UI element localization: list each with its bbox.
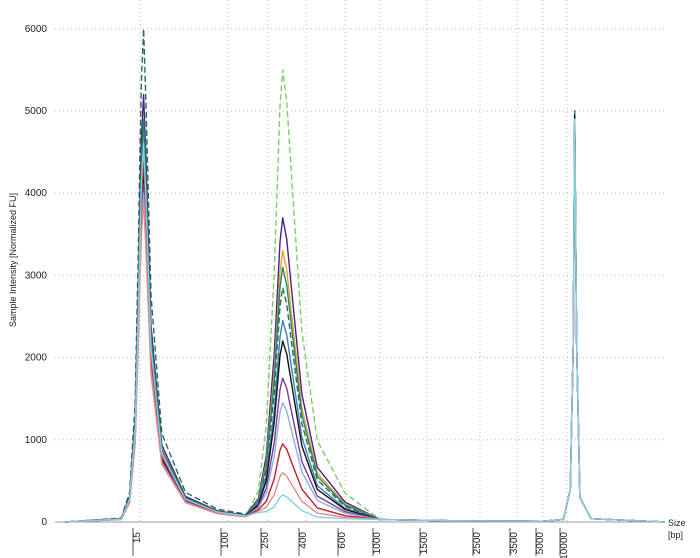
y-tick-label: 5000 bbox=[25, 106, 48, 117]
x-tick-label: 3500 bbox=[509, 532, 520, 555]
y-tick-label: 6000 bbox=[25, 24, 48, 35]
x-tick-label: 15 bbox=[132, 532, 143, 544]
x-tick-label: 600 bbox=[337, 532, 348, 549]
x-tick-label: 5000 bbox=[535, 532, 546, 555]
y-tick-label: 2000 bbox=[25, 353, 48, 364]
y-axis-label: Sample Intensity [Normalized FU] bbox=[8, 193, 18, 327]
x-tick-label: 1500 bbox=[419, 532, 430, 555]
x-tick-label: 2500 bbox=[472, 532, 483, 555]
trace bbox=[65, 118, 665, 523]
y-tick-label: 1000 bbox=[25, 435, 48, 446]
x-tick-label: 100 bbox=[220, 532, 231, 549]
x-tick-label: 250 bbox=[260, 532, 271, 549]
x-axis-unit: [bp] bbox=[668, 530, 683, 540]
plot-area bbox=[65, 28, 665, 523]
x-tick-label: 1000 bbox=[372, 532, 383, 555]
y-tick-label: 4000 bbox=[25, 188, 48, 199]
y-tick-label: 0 bbox=[41, 517, 47, 528]
x-tick-label: 10000 bbox=[559, 532, 570, 558]
x-axis-label: Size bbox=[668, 518, 686, 528]
y-tick-label: 3000 bbox=[25, 270, 48, 281]
x-tick-label: 400 bbox=[298, 532, 309, 549]
